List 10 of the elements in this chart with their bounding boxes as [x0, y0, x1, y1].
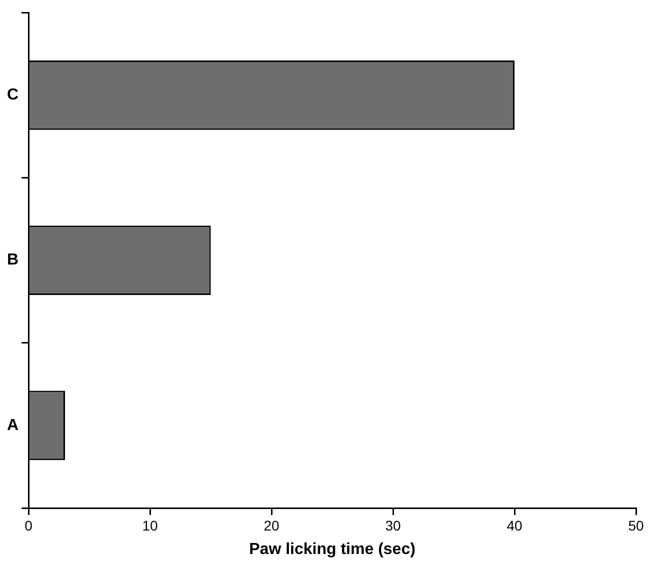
x-axis-title: Paw licking time (sec)	[249, 540, 416, 558]
x-tick-label: 20	[264, 517, 280, 534]
y-tick-label: B	[6, 252, 19, 269]
y-tick-label: C	[6, 86, 19, 104]
x-tick-label: 40	[506, 517, 523, 534]
x-tick-label: 50	[628, 517, 644, 534]
x-tick-label: 10	[142, 517, 158, 534]
x-tick-label: 0	[24, 517, 33, 534]
x-tick-label: 30	[385, 517, 402, 534]
y-tick-label: A	[6, 416, 19, 434]
